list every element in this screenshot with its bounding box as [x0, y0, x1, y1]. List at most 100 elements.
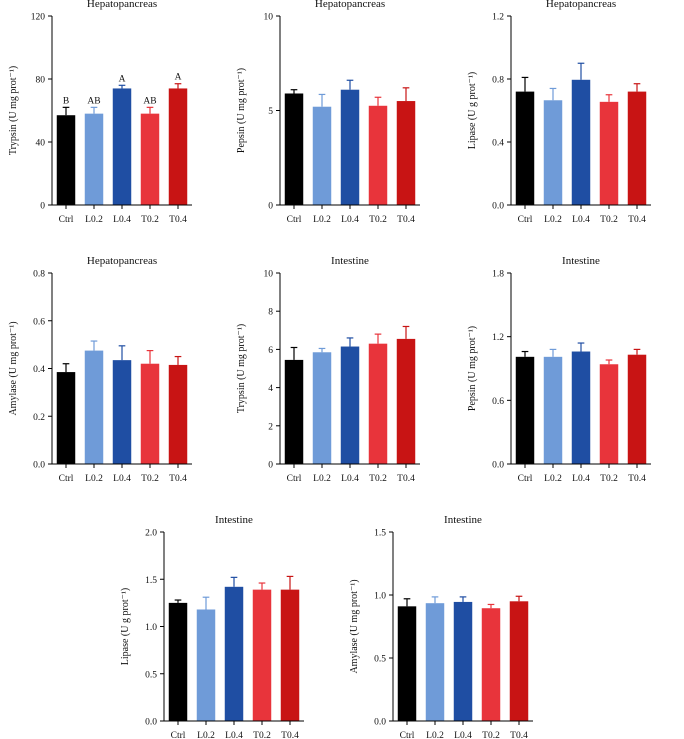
chart-title: Hepatopancreas	[315, 0, 385, 10]
bar-Ctrl	[284, 93, 304, 205]
y-tick-label: 1.2	[492, 333, 504, 343]
x-tick-label: Ctrl	[171, 731, 186, 739]
x-tick-label: T0.2	[141, 215, 159, 225]
y-tick-label: 0	[268, 202, 273, 212]
y-axis-label: Amylase (U mg prot⁻¹)	[349, 579, 360, 673]
bar-Ctrl	[397, 606, 417, 721]
bar-L0.2	[84, 113, 104, 205]
x-tick-label: Ctrl	[287, 215, 302, 225]
y-tick-label: 0.6	[492, 397, 504, 407]
y-tick-label: 0.5	[145, 670, 157, 680]
bar-T0.2	[599, 101, 619, 205]
x-tick-label: T0.4	[397, 474, 415, 484]
chart-title: Intestine	[331, 255, 369, 267]
y-tick-label: 1.5	[374, 529, 386, 539]
x-tick-label: T0.4	[169, 215, 187, 225]
bar-L0.2	[425, 603, 445, 721]
x-tick-label: L0.4	[113, 474, 131, 484]
y-tick-label: 1.2	[492, 13, 504, 23]
bar-T0.2	[368, 105, 388, 205]
y-tick-label: 1.5	[145, 576, 157, 586]
y-tick-label: 2	[268, 422, 273, 432]
x-tick-label: L0.4	[225, 731, 243, 739]
bar-T0.2	[140, 363, 160, 464]
significance-letter: A	[175, 73, 182, 83]
significance-letter: AB	[87, 96, 100, 106]
y-tick-label: 0.0	[492, 461, 504, 471]
bar-Ctrl	[284, 359, 304, 464]
y-axis-label: Lipase (U g prot⁻¹)	[467, 72, 478, 149]
bar-T0.2	[368, 343, 388, 464]
bar-L0.2	[543, 100, 563, 205]
bar-L0.2	[312, 106, 332, 205]
y-tick-label: 0.5	[374, 655, 386, 665]
chart-panel-6: Intestine Pepsin (U mg prot⁻¹) Ctrl L0.2 L0.…	[467, 255, 651, 484]
x-tick-label: L0.4	[572, 474, 590, 484]
chart-title: Hepatopancreas	[87, 255, 157, 267]
bar-Ctrl	[515, 91, 535, 205]
bar-L0.2	[312, 352, 332, 464]
y-tick-label: 0.6	[33, 317, 45, 327]
y-tick-label: 0.8	[33, 270, 45, 280]
chart-panel-2: Hepatopancreas Pepsin (U mg prot⁻¹) Ctrl L0…	[236, 0, 420, 225]
x-tick-label: T0.4	[281, 731, 299, 739]
x-tick-label: T0.4	[628, 215, 646, 225]
x-tick-label: T0.4	[628, 474, 646, 484]
y-tick-label: 1.0	[145, 623, 157, 633]
bar-T0.2	[140, 113, 160, 205]
x-tick-label: T0.2	[600, 215, 618, 225]
y-tick-label: 4	[268, 384, 273, 394]
y-tick-label: 2.0	[145, 529, 157, 539]
chart-panel-3: Hepatopancreas Lipase (U g prot⁻¹) Ctrl L0.…	[467, 0, 651, 225]
bar-T0.4	[396, 338, 416, 464]
y-tick-label: 1.0	[374, 592, 386, 602]
bar-L0.4	[571, 351, 591, 464]
y-tick-label: 0.2	[33, 413, 45, 423]
bar-L0.4	[571, 79, 591, 205]
y-tick-label: 40	[36, 139, 46, 149]
y-axis-label: Trypsin (U mg prot⁻¹)	[8, 66, 19, 155]
y-tick-label: 80	[36, 76, 46, 86]
x-tick-label: L0.2	[313, 474, 331, 484]
bar-T0.4	[509, 601, 529, 721]
bar-L0.4	[453, 601, 473, 721]
bar-T0.4	[280, 589, 300, 721]
y-tick-label: 0.8	[492, 76, 504, 86]
significance-letter: AB	[143, 96, 156, 106]
y-tick-label: 8	[268, 308, 273, 318]
bar-T0.4	[627, 354, 647, 464]
bar-L0.2	[543, 356, 563, 464]
x-tick-label: T0.2	[369, 474, 387, 484]
x-tick-label: L0.2	[426, 731, 444, 739]
chart-title: Intestine	[215, 514, 253, 526]
x-tick-label: T0.4	[169, 474, 187, 484]
bar-Ctrl	[515, 356, 535, 464]
x-tick-label: T0.4	[510, 731, 528, 739]
y-tick-label: 10	[264, 13, 274, 23]
y-axis-label: Pepsin (U mg prot⁻¹)	[236, 68, 247, 153]
y-axis-label: Amylase (U mg prot⁻¹)	[8, 321, 19, 415]
significance-letter: A	[119, 74, 126, 84]
x-tick-label: Ctrl	[59, 215, 74, 225]
x-tick-label: Ctrl	[59, 474, 74, 484]
bar-T0.4	[168, 88, 188, 205]
x-tick-label: T0.2	[141, 474, 159, 484]
y-tick-label: 0.0	[374, 718, 386, 728]
chart-title: Hepatopancreas	[546, 0, 616, 10]
bar-T0.4	[168, 364, 188, 464]
y-axis-label: Trypsin (U mg prot⁻¹)	[236, 324, 247, 413]
x-tick-label: Ctrl	[400, 731, 415, 739]
y-axis-label: Lipase (U g prot⁻¹)	[120, 588, 131, 665]
bar-Ctrl	[56, 115, 76, 205]
y-tick-label: 0.0	[145, 718, 157, 728]
x-tick-label: T0.2	[600, 474, 618, 484]
chart-title: Intestine	[444, 514, 482, 526]
bar-L0.4	[112, 360, 132, 464]
bar-L0.2	[196, 609, 216, 721]
bar-T0.4	[396, 101, 416, 205]
chart-panel-1: Hepatopancreas Trypsin (U mg prot⁻¹) Ctrl B…	[8, 0, 192, 225]
x-tick-label: L0.2	[313, 215, 331, 225]
y-tick-label: 0	[268, 461, 273, 471]
x-tick-label: L0.4	[341, 215, 359, 225]
bar-T0.2	[599, 364, 619, 464]
